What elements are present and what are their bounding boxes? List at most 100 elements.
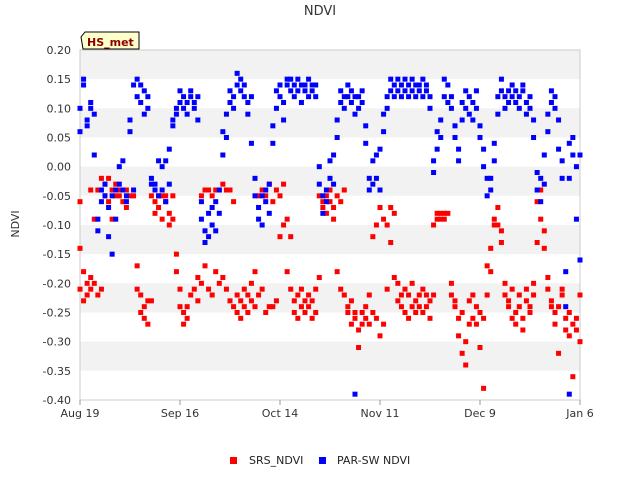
srs-ndvi-point — [338, 286, 344, 292]
par-sw-ndvi-point — [541, 181, 547, 187]
srs-ndvi-point — [206, 286, 212, 292]
srs-ndvi-point — [177, 286, 183, 292]
srs-ndvi-point — [206, 187, 212, 193]
srs-ndvi-point — [577, 339, 583, 345]
srs-ndvi-point — [459, 350, 465, 356]
par-sw-ndvi-point — [323, 199, 329, 205]
par-sw-ndvi-point — [441, 76, 447, 82]
srs-ndvi-point — [481, 315, 487, 321]
par-sw-ndvi-point — [309, 82, 315, 88]
srs-ndvi-point — [248, 280, 254, 286]
srs-ndvi-point — [281, 222, 287, 228]
srs-ndvi-point — [166, 210, 172, 216]
srs-ndvi-point — [159, 216, 165, 222]
srs-ndvi-point — [391, 210, 397, 216]
par-sw-ndvi-point — [348, 88, 354, 94]
srs-ndvi-point — [145, 298, 151, 304]
srs-ndvi-point — [298, 286, 304, 292]
par-sw-ndvi-point — [452, 135, 458, 140]
srs-ndvi-point — [538, 187, 544, 193]
srs-ndvi-point — [95, 292, 101, 298]
par-sw-ndvi-point — [291, 94, 297, 100]
par-sw-ndvi-point — [366, 187, 372, 193]
par-sw-ndvi-point — [359, 88, 365, 94]
x-axis-ticks: Aug 19 Sep 16 Oct 14 Nov 11 Dec 9 Jan 6 — [61, 400, 594, 420]
par-sw-ndvi-point — [409, 76, 415, 82]
srs-ndvi-point — [98, 286, 104, 292]
y-axis-label: NDVI — [9, 210, 22, 237]
par-sw-ndvi-point — [220, 152, 226, 158]
x-tick-label: Jan 6 — [565, 407, 593, 420]
srs-ndvi-point — [566, 333, 572, 339]
srs-ndvi-point — [106, 175, 112, 181]
srs-ndvi-point — [477, 345, 483, 350]
srs-ndvi-point — [363, 304, 369, 310]
srs-ndvi-point — [384, 286, 390, 292]
srs-ndvi-point — [181, 310, 187, 315]
par-sw-ndvi-point — [416, 82, 422, 88]
par-sw-ndvi-point — [159, 187, 165, 193]
par-sw-ndvi-point — [548, 88, 554, 94]
par-sw-ndvi-point — [441, 94, 447, 100]
srs-ndvi-point — [373, 222, 379, 228]
par-sw-ndvi-point — [502, 105, 508, 111]
srs-ndvi-point — [441, 216, 447, 222]
srs-ndvi-point — [220, 181, 226, 187]
grid-band — [80, 312, 580, 342]
srs-ndvi-point — [566, 310, 572, 315]
srs-ndvi-point — [302, 298, 308, 304]
par-sw-ndvi-point — [370, 158, 376, 164]
y-tick-label: 0.00 — [47, 161, 72, 174]
srs-ndvi-point — [138, 310, 144, 315]
par-sw-ndvi-point — [384, 105, 390, 111]
site-tag-shape — [80, 31, 140, 50]
par-sw-ndvi-point — [163, 199, 169, 205]
par-sw-ndvi-point — [509, 94, 515, 100]
par-sw-ndvi-point — [77, 105, 83, 111]
srs-ndvi-point — [370, 234, 376, 240]
par-sw-ndvi-point — [577, 152, 583, 158]
par-sw-ndvi-point — [413, 82, 419, 88]
grid-band — [80, 254, 580, 284]
srs-ndvi-point — [402, 286, 408, 292]
srs-ndvi-point — [231, 199, 237, 205]
par-sw-ndvi-point — [398, 82, 404, 88]
par-sw-ndvi-point — [298, 100, 304, 105]
srs-ndvi-point — [520, 327, 526, 333]
legend-marker-par-sw-ndvi — [319, 457, 326, 464]
srs-ndvi-point — [441, 210, 447, 216]
par-sw-ndvi-point — [245, 100, 251, 105]
par-sw-ndvi-point — [484, 193, 490, 199]
par-sw-ndvi-point — [506, 88, 512, 94]
srs-ndvi-point — [127, 193, 133, 199]
srs-ndvi-point — [241, 286, 247, 292]
par-sw-ndvi-point — [470, 100, 476, 105]
srs-ndvi-point — [577, 292, 583, 298]
srs-ndvi-point — [384, 222, 390, 228]
par-sw-ndvi-point — [434, 146, 440, 152]
srs-ndvi-point — [173, 251, 179, 257]
par-sw-ndvi-point — [463, 88, 469, 94]
srs-ndvi-point — [331, 216, 337, 222]
par-sw-ndvi-point — [395, 88, 401, 94]
srs-ndvi-point — [409, 304, 415, 310]
par-sw-ndvi-point — [195, 117, 201, 123]
srs-ndvi-point — [427, 298, 433, 304]
par-sw-ndvi-point — [259, 222, 265, 228]
srs-ndvi-point — [113, 181, 119, 187]
srs-ndvi-point — [470, 315, 476, 321]
site-tag-label: HS_met — [87, 36, 134, 49]
srs-ndvi-point — [370, 310, 376, 315]
par-sw-ndvi-point — [266, 181, 272, 187]
par-sw-ndvi-point — [373, 152, 379, 158]
srs-ndvi-point — [359, 321, 365, 327]
srs-ndvi-point — [423, 292, 429, 298]
srs-ndvi-point — [373, 315, 379, 321]
srs-ndvi-point — [216, 280, 222, 286]
par-sw-ndvi-point — [423, 82, 429, 88]
srs-ndvi-point — [159, 193, 165, 199]
par-sw-ndvi-point — [309, 88, 315, 94]
grid-band — [80, 79, 580, 109]
srs-ndvi-point — [313, 286, 319, 292]
par-sw-ndvi-point — [466, 94, 472, 100]
